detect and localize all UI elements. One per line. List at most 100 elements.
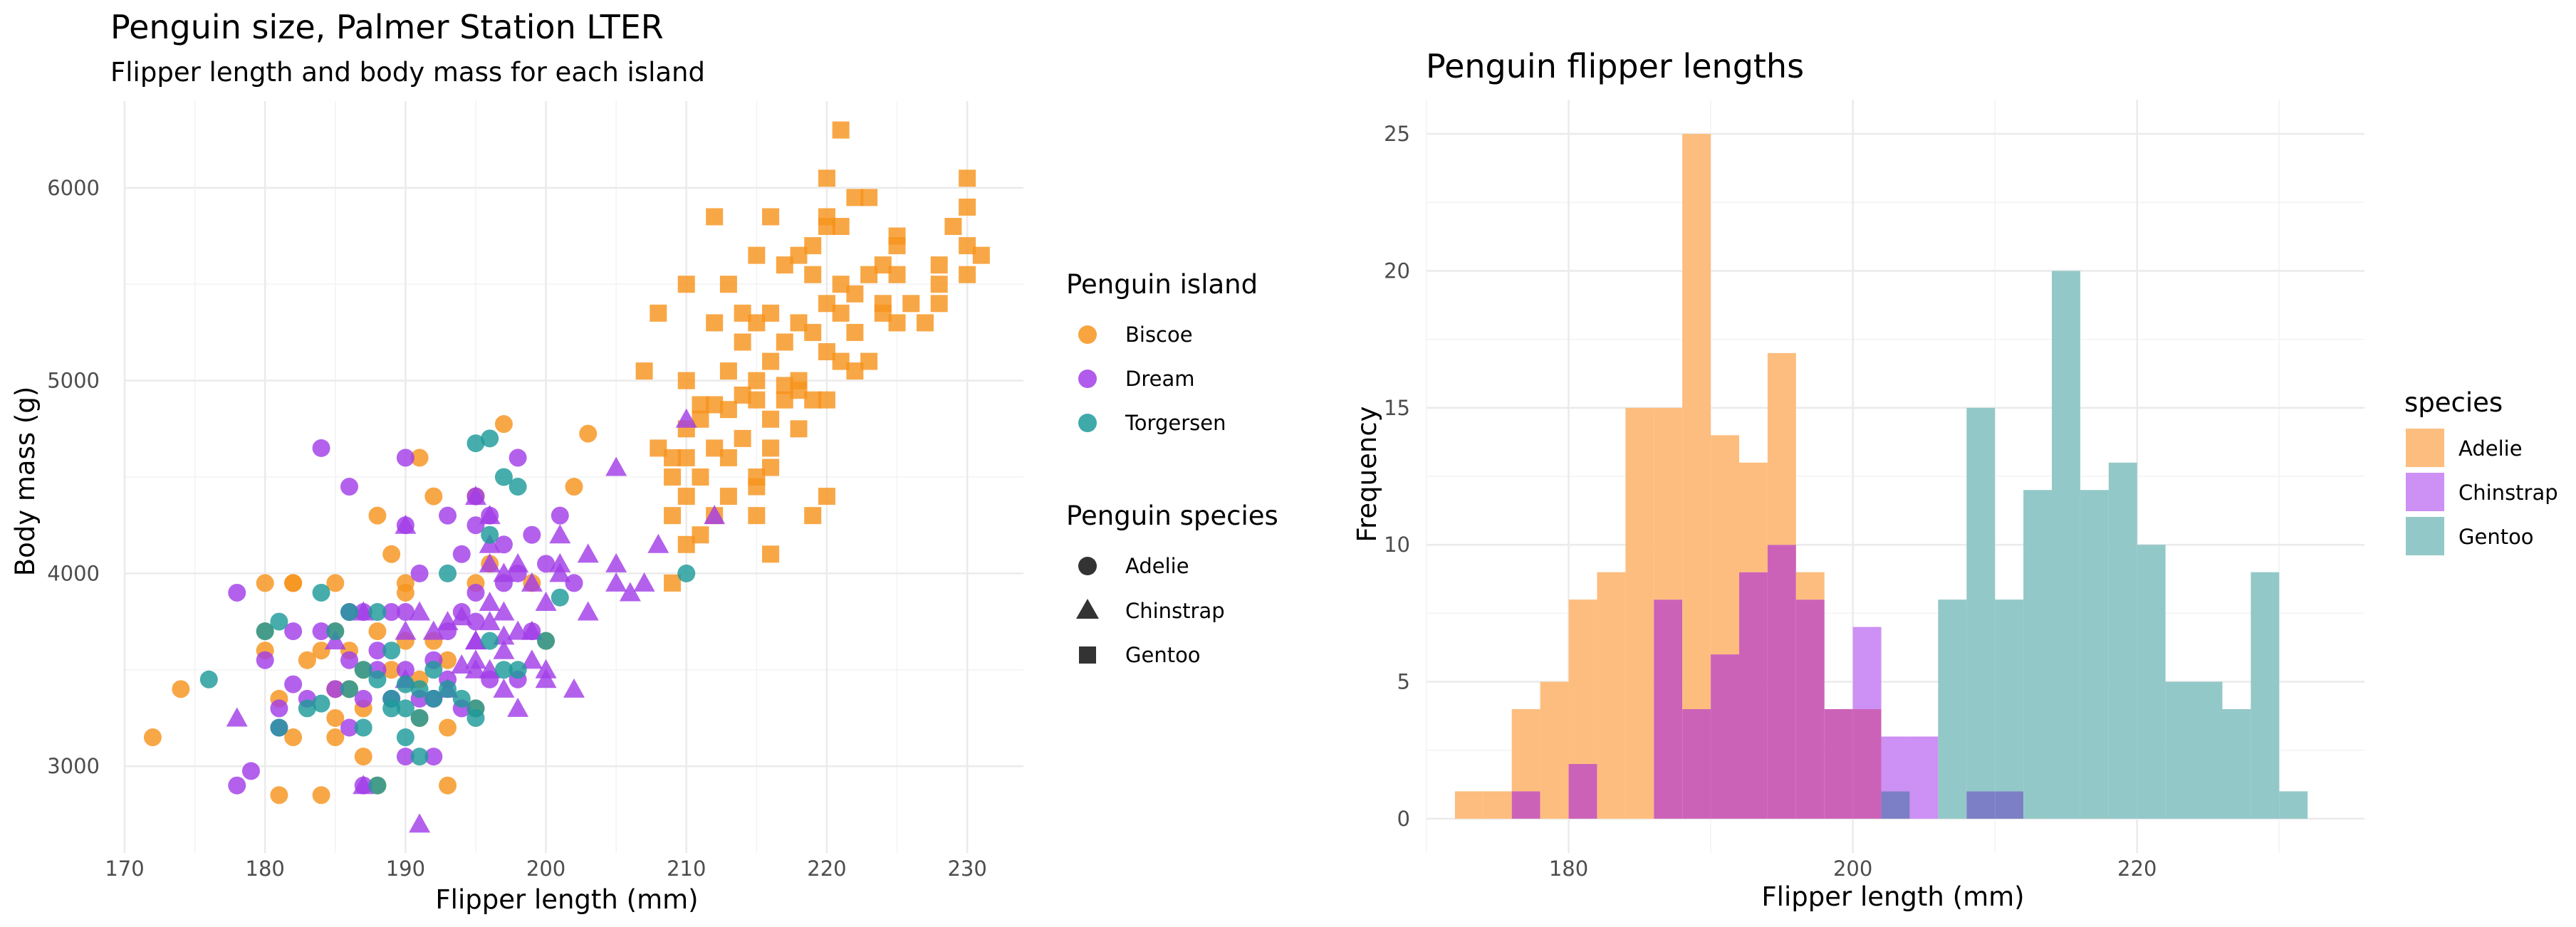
- biscoe-gentoo-point: [677, 276, 695, 293]
- dream-adelie-point: [410, 564, 429, 582]
- dream-adelie-point: [551, 506, 569, 525]
- biscoe-gentoo-point: [650, 304, 667, 322]
- dream-adelie-point: [340, 651, 358, 669]
- dream-adelie-point: [439, 506, 457, 525]
- gentoo-shape-key: [1079, 646, 1096, 664]
- gentoo-bar: [2080, 490, 2109, 819]
- torgersen-adelie-point: [382, 641, 401, 660]
- overlap-bar: [1511, 791, 1540, 819]
- torgersen-adelie-point: [312, 694, 330, 713]
- gentoo-bar: [2137, 545, 2166, 819]
- island-legend: Penguin island Biscoe Dream Torgersen: [1066, 269, 1258, 435]
- scatter-y-tick-label: 3000: [47, 754, 100, 778]
- biscoe-adelie-point: [284, 728, 303, 747]
- scatter-x-axis-title: Flipper length (mm): [435, 884, 698, 915]
- overlap-bar: [1682, 709, 1711, 819]
- biscoe-gentoo-point: [959, 169, 976, 187]
- histogram-bars: [1454, 134, 2308, 819]
- dream-chinstrap-point: [493, 562, 515, 582]
- biscoe-adelie-point: [579, 424, 598, 443]
- dream-chinstrap-point: [535, 659, 557, 679]
- torgersen-adelie-point: [424, 689, 443, 708]
- biscoe-adelie-point: [368, 506, 387, 525]
- scatter-x-tick-label: 170: [105, 857, 144, 881]
- torgersen-adelie-point: [256, 622, 274, 641]
- scatter-gridlines: [123, 101, 1023, 853]
- biscoe-gentoo-point: [860, 189, 878, 206]
- histogram-x-tick-label: 200: [1833, 857, 1872, 881]
- biscoe-gentoo-point: [832, 304, 850, 322]
- dream-chinstrap-point: [577, 543, 599, 563]
- biscoe-adelie-point: [326, 728, 345, 747]
- adelie-bar: [1711, 435, 1739, 655]
- dream-adelie-point: [354, 689, 372, 708]
- biscoe-gentoo-point: [692, 526, 709, 544]
- scatter-subtitle: Flipper length and body mass for each is…: [110, 57, 705, 88]
- dream-chinstrap-point: [409, 813, 431, 833]
- scatter-y-axis-title: Body mass (g): [10, 387, 41, 577]
- dream-adelie-point: [466, 612, 485, 631]
- dream-adelie-point: [396, 748, 414, 766]
- torgersen-adelie-point: [298, 699, 316, 718]
- biscoe-gentoo-point: [677, 488, 695, 506]
- histogram-y-tick-label: 15: [1384, 396, 1410, 420]
- dream-chinstrap-point: [605, 552, 627, 572]
- overlap-bar: [1852, 709, 1882, 819]
- dream-adelie-point: [228, 583, 246, 602]
- adelie-fill-key: [2406, 429, 2444, 467]
- biscoe-gentoo-point: [804, 323, 822, 341]
- scatter-x-tick-label: 200: [526, 857, 565, 881]
- adelie-bar: [1767, 352, 1796, 545]
- biscoe-gentoo-point: [664, 468, 682, 486]
- dream-chinstrap-point: [409, 601, 431, 621]
- biscoe-gentoo-point: [719, 362, 737, 380]
- torgersen-adelie-point: [270, 612, 288, 631]
- biscoe-gentoo-point: [706, 314, 724, 332]
- biscoe-gentoo-point: [959, 198, 976, 216]
- torgersen-legend-label: Torgersen: [1125, 411, 1226, 435]
- torgersen-adelie-point: [466, 708, 485, 727]
- biscoe-gentoo-point: [860, 352, 878, 370]
- torgersen-adelie-point: [494, 661, 513, 679]
- biscoe-adelie-point: [424, 487, 443, 506]
- torgersen-adelie-point: [481, 429, 499, 448]
- biscoe-gentoo-point: [930, 276, 948, 293]
- dream-adelie-point: [340, 718, 358, 737]
- torgersen-adelie-point: [677, 564, 696, 582]
- dream-adelie-point: [241, 762, 260, 780]
- biscoe-gentoo-point: [762, 208, 780, 226]
- dream-chinstrap-point: [479, 592, 501, 611]
- torgersen-adelie-point: [410, 748, 429, 766]
- scatter-y-tick-label: 4000: [47, 561, 100, 585]
- chinstrap-bar: [1881, 736, 1910, 792]
- biscoe-gentoo-point: [930, 256, 948, 274]
- torgersen-adelie-point: [270, 718, 288, 737]
- biscoe-gentoo-point: [874, 295, 892, 313]
- gentoo-bar: [2279, 791, 2308, 819]
- dream-adelie-point: [312, 622, 330, 641]
- torgersen-adelie-point: [439, 564, 457, 582]
- biscoe-gentoo-point: [762, 459, 780, 476]
- species-legend-title: Penguin species: [1066, 501, 1278, 531]
- torgersen-adelie-point: [494, 468, 513, 486]
- overlap-bar: [1711, 654, 1739, 819]
- biscoe-adelie-point: [368, 622, 387, 641]
- dream-adelie-point: [256, 651, 274, 669]
- gentoo-bar: [2052, 271, 2080, 819]
- overlap-bar: [1881, 791, 1910, 819]
- biscoe-gentoo-point: [888, 266, 906, 283]
- scatter-title: Penguin size, Palmer Station LTER: [110, 8, 664, 46]
- dream-chinstrap-point: [521, 572, 543, 592]
- biscoe-gentoo-point: [706, 208, 724, 226]
- dream-chinstrap-point: [464, 486, 486, 506]
- scatter-y-tick-labels: 3000 4000 5000 6000: [47, 176, 100, 778]
- scatter-x-tick-labels: 170 180 190 200 210 220 230: [105, 857, 986, 881]
- dream-adelie-point: [452, 545, 471, 563]
- biscoe-gentoo-point: [818, 169, 835, 187]
- dream-adelie-point: [284, 675, 303, 693]
- biscoe-adelie-point: [396, 583, 414, 602]
- torgersen-adelie-point: [354, 661, 372, 679]
- species-fill-legend: species Adelie Chinstrap Gentoo: [2404, 387, 2558, 555]
- biscoe-adelie-point: [565, 478, 583, 496]
